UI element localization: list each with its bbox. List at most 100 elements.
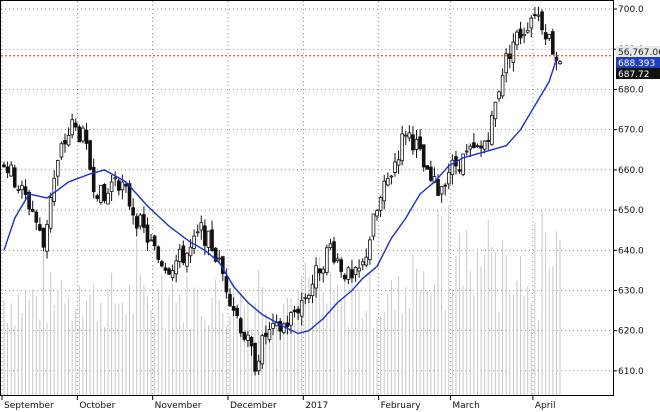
candle — [242, 331, 247, 342]
candle — [52, 170, 57, 206]
y-tick-label: 650.0 — [618, 206, 644, 216]
candle — [41, 227, 46, 252]
candle — [109, 175, 114, 202]
candle — [522, 27, 526, 44]
month-label: September — [4, 401, 54, 411]
candle — [342, 273, 347, 282]
candle — [292, 305, 297, 318]
candle — [497, 90, 501, 102]
candle — [120, 174, 125, 200]
candle — [181, 240, 186, 266]
candle — [540, 9, 544, 35]
candle — [134, 213, 139, 237]
candle — [382, 174, 387, 210]
candle — [346, 266, 351, 285]
candle — [378, 195, 383, 217]
x-axis: September October November December 2017 Febr… — [1, 395, 555, 411]
candle — [325, 244, 329, 276]
candle — [429, 160, 433, 183]
grid — [1, 1, 613, 395]
candle — [281, 322, 286, 335]
candle — [12, 164, 17, 189]
plot-frame — [0, 0, 614, 396]
candle — [66, 127, 71, 147]
candle — [45, 219, 49, 259]
y-tick-label: 620.0 — [618, 327, 644, 337]
candle — [375, 209, 379, 221]
month-label: November — [155, 401, 202, 411]
month-label: October — [79, 401, 115, 411]
candle — [339, 257, 343, 278]
candle — [303, 293, 308, 305]
candle — [371, 213, 376, 241]
month-label: 2017 — [305, 401, 328, 411]
candle — [163, 262, 168, 274]
candle — [2, 161, 6, 168]
candle — [486, 132, 491, 150]
candle — [231, 297, 236, 316]
month-label: February — [381, 401, 422, 411]
candle — [536, 6, 541, 22]
candle — [307, 293, 311, 304]
candle — [145, 217, 150, 251]
candle — [547, 33, 552, 42]
candle — [360, 258, 365, 271]
candle — [30, 200, 35, 213]
y-tick-label: 610.0 — [618, 367, 644, 377]
candle — [70, 113, 74, 139]
candle — [124, 182, 128, 193]
price-badge-text: 687.72 — [618, 70, 650, 80]
candle — [84, 122, 89, 150]
candle — [396, 150, 401, 174]
candle — [167, 267, 171, 276]
candle — [350, 259, 354, 283]
candle — [389, 174, 394, 185]
candle — [160, 259, 164, 268]
candle — [310, 274, 315, 304]
candle — [195, 224, 200, 237]
candle — [504, 48, 508, 83]
candle — [418, 129, 422, 151]
candle — [551, 28, 555, 55]
candle — [558, 60, 562, 65]
candle — [515, 29, 519, 50]
candle — [170, 264, 175, 281]
candle — [73, 118, 78, 131]
candle — [102, 183, 107, 204]
candle — [285, 315, 290, 335]
candle — [493, 101, 498, 127]
candle — [450, 154, 455, 185]
candle — [317, 268, 322, 281]
candle — [235, 304, 239, 319]
candle — [56, 159, 60, 186]
candle — [206, 230, 211, 256]
month-label: March — [452, 401, 479, 411]
candle — [34, 209, 39, 231]
candle — [411, 126, 415, 155]
candle — [9, 161, 13, 177]
candle — [400, 125, 404, 166]
candle — [188, 239, 193, 263]
candle — [264, 325, 268, 345]
y-tick-label: 630.0 — [618, 286, 644, 296]
candle — [271, 313, 275, 336]
candle — [321, 266, 326, 283]
candle — [88, 139, 92, 171]
candle — [63, 133, 67, 153]
price-badge: 56,767.06 — [616, 46, 660, 58]
candle — [475, 143, 480, 148]
candle — [77, 124, 82, 143]
candle — [543, 24, 548, 45]
candle — [335, 253, 340, 264]
candle — [38, 217, 42, 232]
candle — [152, 234, 157, 251]
candle — [368, 236, 372, 265]
candle — [5, 161, 10, 179]
candle — [511, 33, 516, 72]
candle — [20, 180, 24, 199]
candle — [296, 306, 300, 321]
candle — [113, 171, 118, 186]
y-tick-label: 680.0 — [618, 85, 644, 95]
candle — [446, 163, 451, 190]
